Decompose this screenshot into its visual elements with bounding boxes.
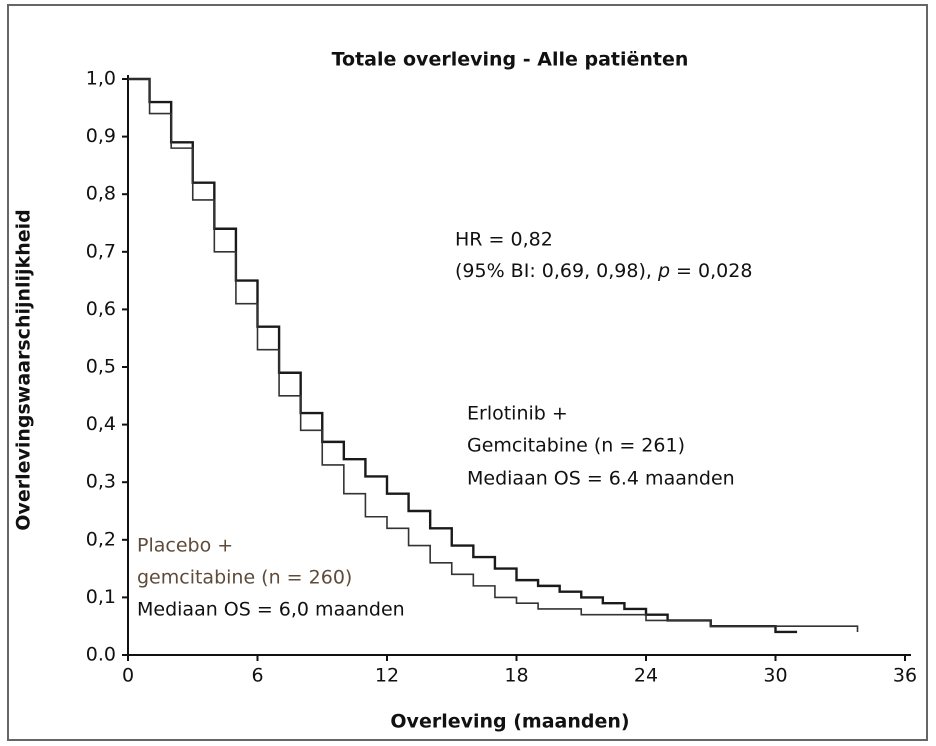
y-tick-label: 0,8 [86,183,116,205]
y-tick-label: 0,2 [86,528,116,550]
y-tick-label: 0,5 [86,356,116,378]
y-tick-label: 0,3 [86,471,116,493]
hr-text: HR = 0,82 [455,229,553,251]
placebo-label: Placebo + [137,535,233,557]
x-tick-label: 12 [375,665,399,687]
y-tick-label: 1,0 [86,68,116,90]
placebo-label: Mediaan OS = 6,0 maanden [137,599,405,621]
p-symbol: p [657,260,670,282]
x-tick-label: 0 [122,665,134,687]
erlotinib-label: Gemcitabine (n = 261) [467,435,685,457]
chart-title: Totale overleving - Alle patiënten [332,49,689,71]
y-tick-label: 0,9 [86,125,116,147]
survival-curve [128,78,859,632]
y-tick-label: 0,4 [86,413,116,435]
x-axis-label: Overleving (maanden) [390,711,629,733]
erlotinib-label: Erlotinib + [467,403,568,425]
y-tick-label: 0.0 [86,644,116,666]
x-tick-label: 6 [251,665,263,687]
erlotinib-label: Mediaan OS = 6.4 maanden [467,468,735,490]
ci-part: (95% BI: 0,69, 0,98), [455,260,658,282]
y-tick-label: 0,1 [86,586,116,608]
x-tick-label: 30 [763,665,787,687]
frame [7,4,928,741]
y-axis-label: Overlevingswaarschijnlijkheid [13,209,35,530]
ci-text: (95% BI: 0,69, 0,98), p = 0,028 [455,260,752,282]
x-tick-label: 24 [634,665,658,687]
placebo-label: gemcitabine (n = 260) [137,567,352,589]
p-value: = 0,028 [670,260,752,282]
y-tick-label: 0,6 [86,298,116,320]
y-tick-label: 0,7 [86,240,116,262]
x-tick-label: 36 [893,665,917,687]
x-tick-label: 18 [504,665,528,687]
